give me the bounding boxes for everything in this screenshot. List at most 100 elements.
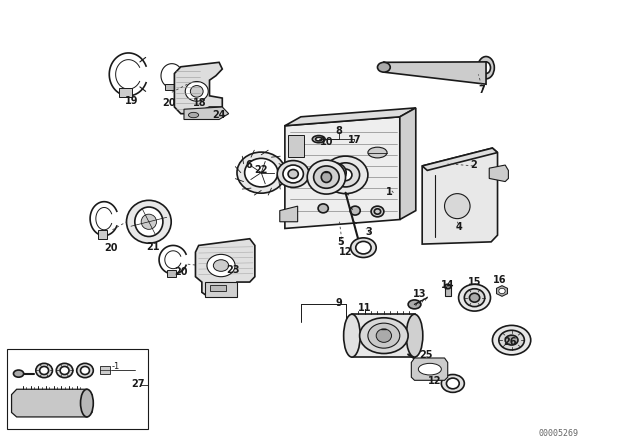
Polygon shape bbox=[422, 148, 497, 170]
Text: 16: 16 bbox=[493, 275, 507, 285]
Text: 25: 25 bbox=[419, 350, 433, 360]
Text: 20: 20 bbox=[175, 267, 188, 277]
Ellipse shape bbox=[277, 160, 309, 187]
Polygon shape bbox=[280, 206, 298, 222]
Polygon shape bbox=[352, 314, 415, 357]
Ellipse shape bbox=[40, 366, 49, 375]
Ellipse shape bbox=[332, 163, 360, 187]
Polygon shape bbox=[174, 62, 222, 114]
Ellipse shape bbox=[81, 366, 90, 375]
Ellipse shape bbox=[13, 370, 24, 377]
Ellipse shape bbox=[459, 284, 490, 311]
Ellipse shape bbox=[248, 161, 261, 170]
Ellipse shape bbox=[492, 325, 531, 355]
Ellipse shape bbox=[237, 152, 285, 193]
Ellipse shape bbox=[307, 160, 346, 194]
Ellipse shape bbox=[135, 207, 163, 237]
Ellipse shape bbox=[350, 206, 360, 215]
Text: 1: 1 bbox=[385, 187, 392, 197]
Ellipse shape bbox=[378, 62, 390, 72]
Text: 12: 12 bbox=[428, 376, 442, 386]
Text: 7: 7 bbox=[478, 85, 485, 95]
Polygon shape bbox=[285, 117, 400, 228]
Ellipse shape bbox=[445, 194, 470, 219]
Polygon shape bbox=[205, 282, 237, 297]
Text: 22: 22 bbox=[255, 164, 268, 175]
Ellipse shape bbox=[312, 136, 325, 143]
Text: -1: -1 bbox=[111, 362, 120, 370]
Text: 26: 26 bbox=[504, 337, 517, 347]
Polygon shape bbox=[489, 165, 508, 181]
Polygon shape bbox=[184, 107, 228, 120]
Ellipse shape bbox=[213, 260, 228, 271]
Text: 20: 20 bbox=[104, 243, 118, 253]
Text: 5: 5 bbox=[338, 237, 344, 247]
Ellipse shape bbox=[465, 289, 484, 306]
Ellipse shape bbox=[447, 378, 460, 389]
Text: 9: 9 bbox=[336, 298, 342, 308]
Text: 17: 17 bbox=[348, 135, 362, 145]
Ellipse shape bbox=[36, 363, 52, 378]
Ellipse shape bbox=[419, 363, 442, 375]
Ellipse shape bbox=[371, 206, 384, 217]
Text: 3: 3 bbox=[366, 227, 372, 237]
Ellipse shape bbox=[185, 82, 208, 101]
Ellipse shape bbox=[141, 214, 157, 229]
Ellipse shape bbox=[318, 204, 328, 213]
Polygon shape bbox=[166, 84, 175, 90]
Ellipse shape bbox=[81, 389, 93, 417]
Ellipse shape bbox=[328, 167, 341, 178]
Ellipse shape bbox=[477, 56, 494, 79]
Ellipse shape bbox=[469, 293, 479, 302]
Ellipse shape bbox=[251, 163, 259, 168]
Ellipse shape bbox=[127, 200, 172, 243]
Ellipse shape bbox=[442, 375, 465, 392]
Polygon shape bbox=[497, 286, 508, 296]
Polygon shape bbox=[288, 135, 304, 157]
Ellipse shape bbox=[368, 147, 387, 158]
Text: 19: 19 bbox=[125, 96, 138, 106]
Ellipse shape bbox=[368, 323, 400, 348]
Text: 23: 23 bbox=[226, 265, 239, 275]
Text: 8: 8 bbox=[336, 126, 342, 136]
Polygon shape bbox=[384, 62, 486, 84]
Polygon shape bbox=[400, 108, 416, 220]
Polygon shape bbox=[285, 108, 416, 126]
Ellipse shape bbox=[190, 86, 203, 97]
Ellipse shape bbox=[406, 314, 423, 357]
Text: 18: 18 bbox=[193, 98, 206, 108]
Text: 10: 10 bbox=[319, 137, 333, 147]
Text: 12: 12 bbox=[339, 247, 352, 257]
Polygon shape bbox=[195, 239, 255, 297]
Ellipse shape bbox=[408, 300, 421, 309]
Text: 27: 27 bbox=[131, 379, 145, 389]
Text: 6: 6 bbox=[245, 160, 252, 170]
Polygon shape bbox=[167, 270, 176, 277]
Ellipse shape bbox=[188, 112, 198, 118]
Ellipse shape bbox=[77, 363, 93, 378]
Ellipse shape bbox=[60, 366, 69, 375]
Ellipse shape bbox=[445, 284, 451, 289]
Ellipse shape bbox=[356, 241, 371, 254]
Ellipse shape bbox=[56, 363, 73, 378]
Text: 14: 14 bbox=[441, 280, 454, 290]
Text: 20: 20 bbox=[162, 99, 175, 108]
Ellipse shape bbox=[339, 169, 352, 181]
Ellipse shape bbox=[499, 289, 505, 294]
Ellipse shape bbox=[288, 169, 298, 178]
Bar bbox=[445, 287, 451, 296]
Polygon shape bbox=[422, 148, 497, 244]
Ellipse shape bbox=[505, 335, 518, 345]
Ellipse shape bbox=[360, 318, 408, 353]
Text: 4: 4 bbox=[456, 222, 463, 232]
Text: 11: 11 bbox=[358, 303, 371, 313]
Text: 2: 2 bbox=[470, 159, 477, 170]
Polygon shape bbox=[12, 389, 92, 417]
Ellipse shape bbox=[481, 62, 490, 73]
Text: 15: 15 bbox=[468, 277, 481, 287]
Text: 21: 21 bbox=[146, 242, 159, 252]
Ellipse shape bbox=[351, 238, 376, 258]
Text: 00005269: 00005269 bbox=[538, 429, 578, 438]
Ellipse shape bbox=[323, 163, 346, 182]
Bar bbox=[7, 349, 148, 429]
